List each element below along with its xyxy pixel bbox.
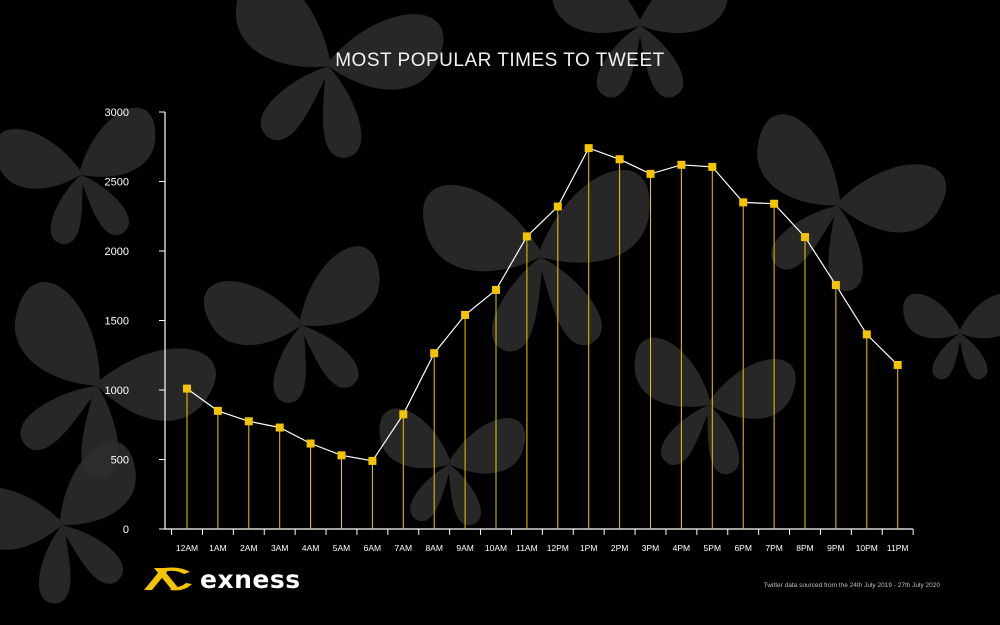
x-tick-label: 9PM — [827, 543, 844, 553]
x-tick-label: 6PM — [734, 543, 751, 553]
x-tick-label: 3AM — [271, 543, 288, 553]
data-markers — [183, 144, 902, 465]
x-tick-label: 2AM — [240, 543, 257, 553]
drop-lines — [186, 148, 899, 529]
data-point — [708, 162, 717, 171]
butterfly-silhouette — [236, 0, 444, 158]
x-tick-label: 12PM — [547, 543, 569, 553]
y-tick-labels: 0 500 1000 1500 2000 2500 3000 — [105, 107, 129, 536]
data-point — [213, 406, 222, 415]
x-tick-label: 10AM — [485, 543, 507, 553]
x-tick-label: 4AM — [302, 543, 319, 553]
data-point — [461, 310, 470, 319]
y-tick-label: 3000 — [105, 107, 129, 119]
butterfly-silhouette — [379, 408, 526, 526]
exness-logo-mark-icon — [144, 567, 192, 591]
x-tick-label: 4PM — [673, 543, 690, 553]
exness-logo-text: exness — [200, 564, 301, 594]
x-tick-label: 9AM — [456, 543, 473, 553]
x-tick-label: 1AM — [209, 543, 226, 553]
data-point — [831, 281, 840, 290]
x-tick-label: 2PM — [611, 543, 628, 553]
data-point — [893, 360, 902, 369]
data-point — [584, 144, 593, 153]
x-tick-label: 5AM — [333, 543, 350, 553]
data-point — [770, 199, 779, 208]
data-point — [646, 169, 655, 178]
data-point — [399, 410, 408, 419]
butterfly-silhouette — [0, 107, 156, 245]
series-line-group — [186, 147, 899, 462]
y-tick-label: 2000 — [105, 246, 129, 258]
data-point — [337, 451, 346, 460]
y-tick-label: 1000 — [105, 385, 129, 397]
y-tick-label: 0 — [123, 524, 129, 536]
x-tick-label: 11AM — [516, 543, 538, 553]
x-tick-label: 7AM — [395, 543, 412, 553]
y-tick-label: 500 — [111, 455, 129, 467]
data-point — [183, 384, 191, 393]
x-tick-label: 10PM — [856, 543, 878, 553]
data-point — [553, 202, 562, 211]
x-tick-label: 11PM — [887, 543, 909, 553]
data-point — [677, 160, 686, 169]
butterfly-silhouette — [552, 0, 728, 98]
x-tick-label: 7PM — [765, 543, 782, 553]
x-tick-label: 12AM — [176, 543, 198, 553]
data-point — [244, 417, 253, 426]
x-tick-label: 8AM — [425, 543, 442, 553]
x-tick-label: 8PM — [796, 543, 813, 553]
y-tick-label: 2500 — [105, 177, 129, 189]
data-point — [801, 233, 809, 242]
data-point — [739, 198, 748, 207]
x-tick-label: 3PM — [642, 543, 659, 553]
data-source-footnote: Twitter data sourced from the 24th July … — [763, 582, 940, 589]
butterfly-silhouette — [0, 441, 136, 604]
exness-logo: exness — [140, 563, 301, 595]
data-point — [615, 155, 624, 164]
data-point — [492, 285, 500, 294]
x-tick-label: 5PM — [704, 543, 721, 553]
data-point — [522, 232, 531, 241]
x-tick-label: 1PM — [580, 543, 597, 553]
butterfly-silhouette — [203, 246, 380, 403]
chart-axes — [159, 111, 914, 535]
series-line — [186, 147, 899, 462]
data-point — [306, 439, 315, 448]
x-tick-labels: 12AM 1AM 2AM 3AM 4AM 5AM 6AM 7AM 8AM 9AM 10AM 11AM 1… — [176, 543, 909, 553]
data-point — [275, 423, 284, 432]
x-tick-label: 6AM — [364, 543, 381, 553]
data-point — [368, 456, 377, 465]
y-tick-label: 1500 — [105, 316, 129, 328]
chart-title: MOST POPULAR TIMES TO TWEET — [335, 50, 665, 71]
data-point — [862, 330, 871, 339]
butterfly-silhouette — [423, 169, 650, 352]
butterfly-silhouette — [634, 337, 796, 475]
data-point — [430, 349, 439, 358]
butterfly-silhouette — [903, 293, 1000, 380]
